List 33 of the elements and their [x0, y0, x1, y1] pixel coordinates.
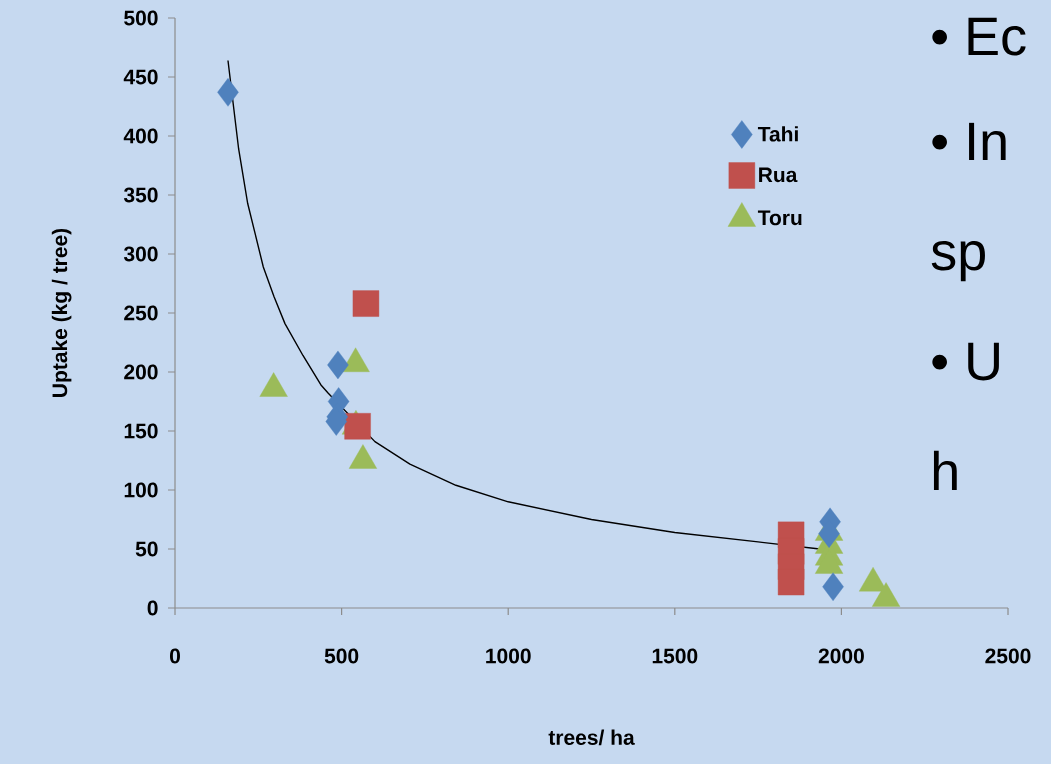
x-tick-label: 0	[170, 648, 180, 664]
y-tick-label: 150	[124, 423, 158, 439]
x-tick-label: 500	[324, 648, 359, 664]
y-tick-label: 350	[123, 187, 158, 203]
point	[777, 568, 805, 596]
y-tick-label: 200	[124, 364, 158, 380]
x-tick-label: 2500	[985, 648, 1031, 664]
x-tick-label: 1500	[652, 648, 698, 664]
point	[822, 572, 844, 601]
y-tick-label: 250	[124, 305, 158, 321]
point	[352, 290, 380, 317]
annotation: • U	[932, 342, 999, 381]
x-tick-label: 1000	[486, 648, 531, 664]
y-tick-label: 50	[135, 541, 158, 557]
y-tick-label: 0	[147, 600, 158, 616]
y-tick-label: 450	[123, 69, 158, 85]
annotation: h	[933, 450, 957, 490]
point	[217, 78, 239, 107]
point	[344, 413, 371, 440]
y-tick-label: 300	[123, 246, 158, 262]
annotation: • In	[932, 122, 1006, 160]
y-axis-title: Uptake (kg / tree)	[51, 228, 72, 397]
annotation: • Ec	[932, 17, 1026, 56]
point	[327, 350, 349, 380]
annotation: sp	[931, 240, 985, 282]
legend-label: Toru	[757, 210, 802, 226]
y-tick-label: 100	[124, 482, 158, 498]
legend-label: Rua	[759, 167, 798, 183]
x-tick-label: 2000	[818, 648, 864, 664]
x-axis-title: trees/ ha	[548, 729, 635, 746]
y-tick-label: 400	[123, 128, 158, 144]
legend-label: Tahi	[757, 126, 798, 142]
y-tick-label: 500	[124, 10, 158, 26]
